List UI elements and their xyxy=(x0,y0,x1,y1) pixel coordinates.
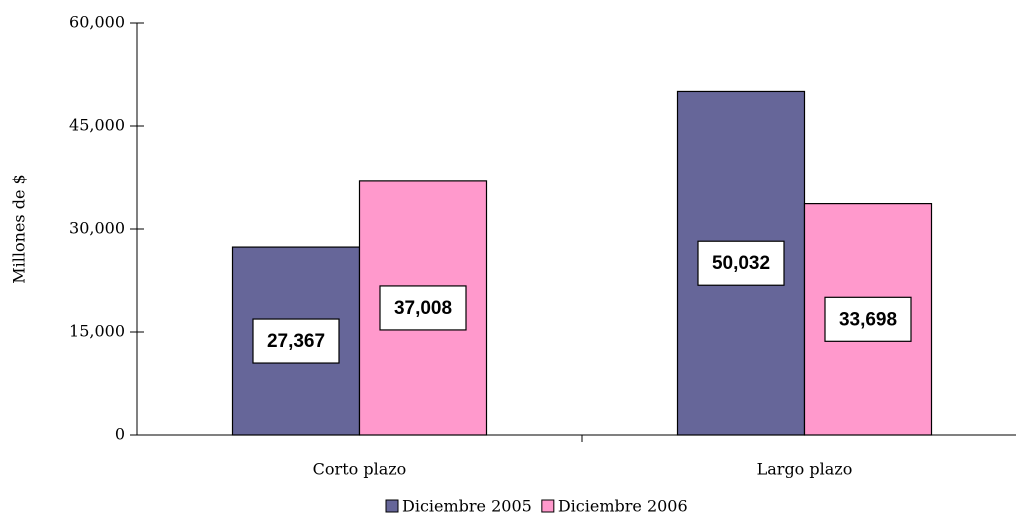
y-tick-label: 0 xyxy=(115,425,125,444)
x-tick-label: Largo plazo xyxy=(757,460,853,479)
y-tick-label: 30,000 xyxy=(69,219,125,238)
legend-swatch xyxy=(541,499,555,513)
value-label: 37,008 xyxy=(394,298,452,319)
y-tick-label: 45,000 xyxy=(69,116,125,135)
y-tick-label: 60,000 xyxy=(69,13,125,32)
legend-swatch xyxy=(385,499,399,513)
value-label-box xyxy=(697,240,785,286)
value-label-box xyxy=(252,318,340,364)
legend-label: Diciembre 2006 xyxy=(558,497,688,516)
value-label: 50,032 xyxy=(712,253,770,274)
legend-label: Diciembre 2005 xyxy=(402,497,532,516)
x-tick-label: Corto plazo xyxy=(313,460,407,479)
value-label-box xyxy=(824,296,912,342)
y-tick-label: 15,000 xyxy=(69,322,125,341)
value-label: 33,698 xyxy=(839,309,897,330)
value-label-box xyxy=(379,285,467,331)
value-label: 27,367 xyxy=(267,331,325,352)
y-axis-label: Millones de $ xyxy=(10,174,29,283)
